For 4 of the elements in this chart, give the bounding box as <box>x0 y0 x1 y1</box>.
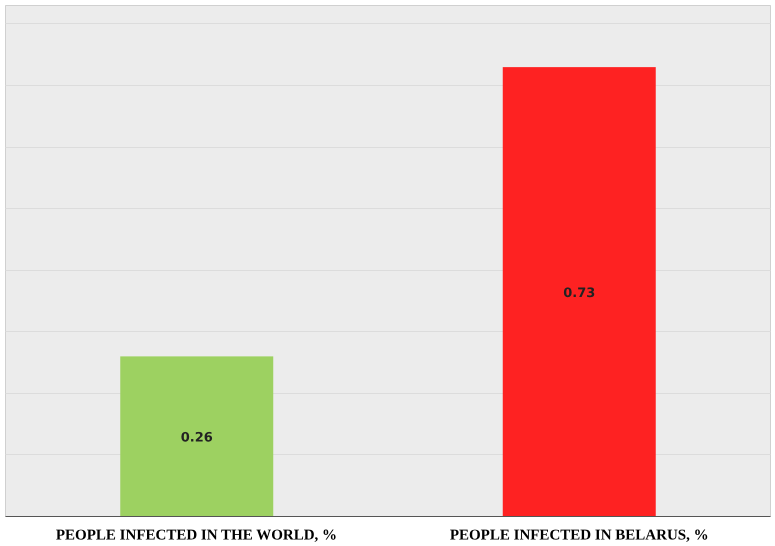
x-tick-label: PEOPLE INFECTED IN BELARUS, % <box>450 528 709 544</box>
data-label: 0.73 <box>563 286 596 301</box>
x-tick-label: PEOPLE INFECTED IN THE WORLD, % <box>56 528 338 544</box>
data-label: 0.26 <box>180 430 213 446</box>
